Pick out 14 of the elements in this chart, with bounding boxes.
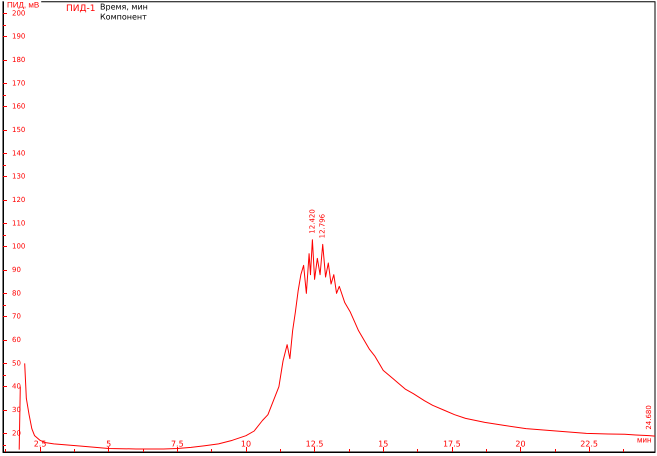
x-axis-title: мин xyxy=(637,436,652,444)
x-tick-label: 22.5 xyxy=(580,440,598,448)
x-tick-label: 20 xyxy=(515,440,526,448)
x-tick-label: 7.5 xyxy=(170,440,184,448)
text: ПИД-1 xyxy=(66,4,96,14)
x-tick-label: 15 xyxy=(378,440,388,448)
x-tick-label: 5 xyxy=(106,440,112,448)
x-tick-label: 12.5 xyxy=(306,440,324,448)
annotation: Компонент xyxy=(100,12,148,22)
x-tick-label: 10 xyxy=(240,440,252,448)
x-tick-label: 17.5 xyxy=(442,440,461,448)
y-axis-title: ПИД, мВ xyxy=(7,0,40,10)
x-tick-label: 2.5 xyxy=(34,440,46,448)
annotation: Время, мин xyxy=(100,2,148,12)
